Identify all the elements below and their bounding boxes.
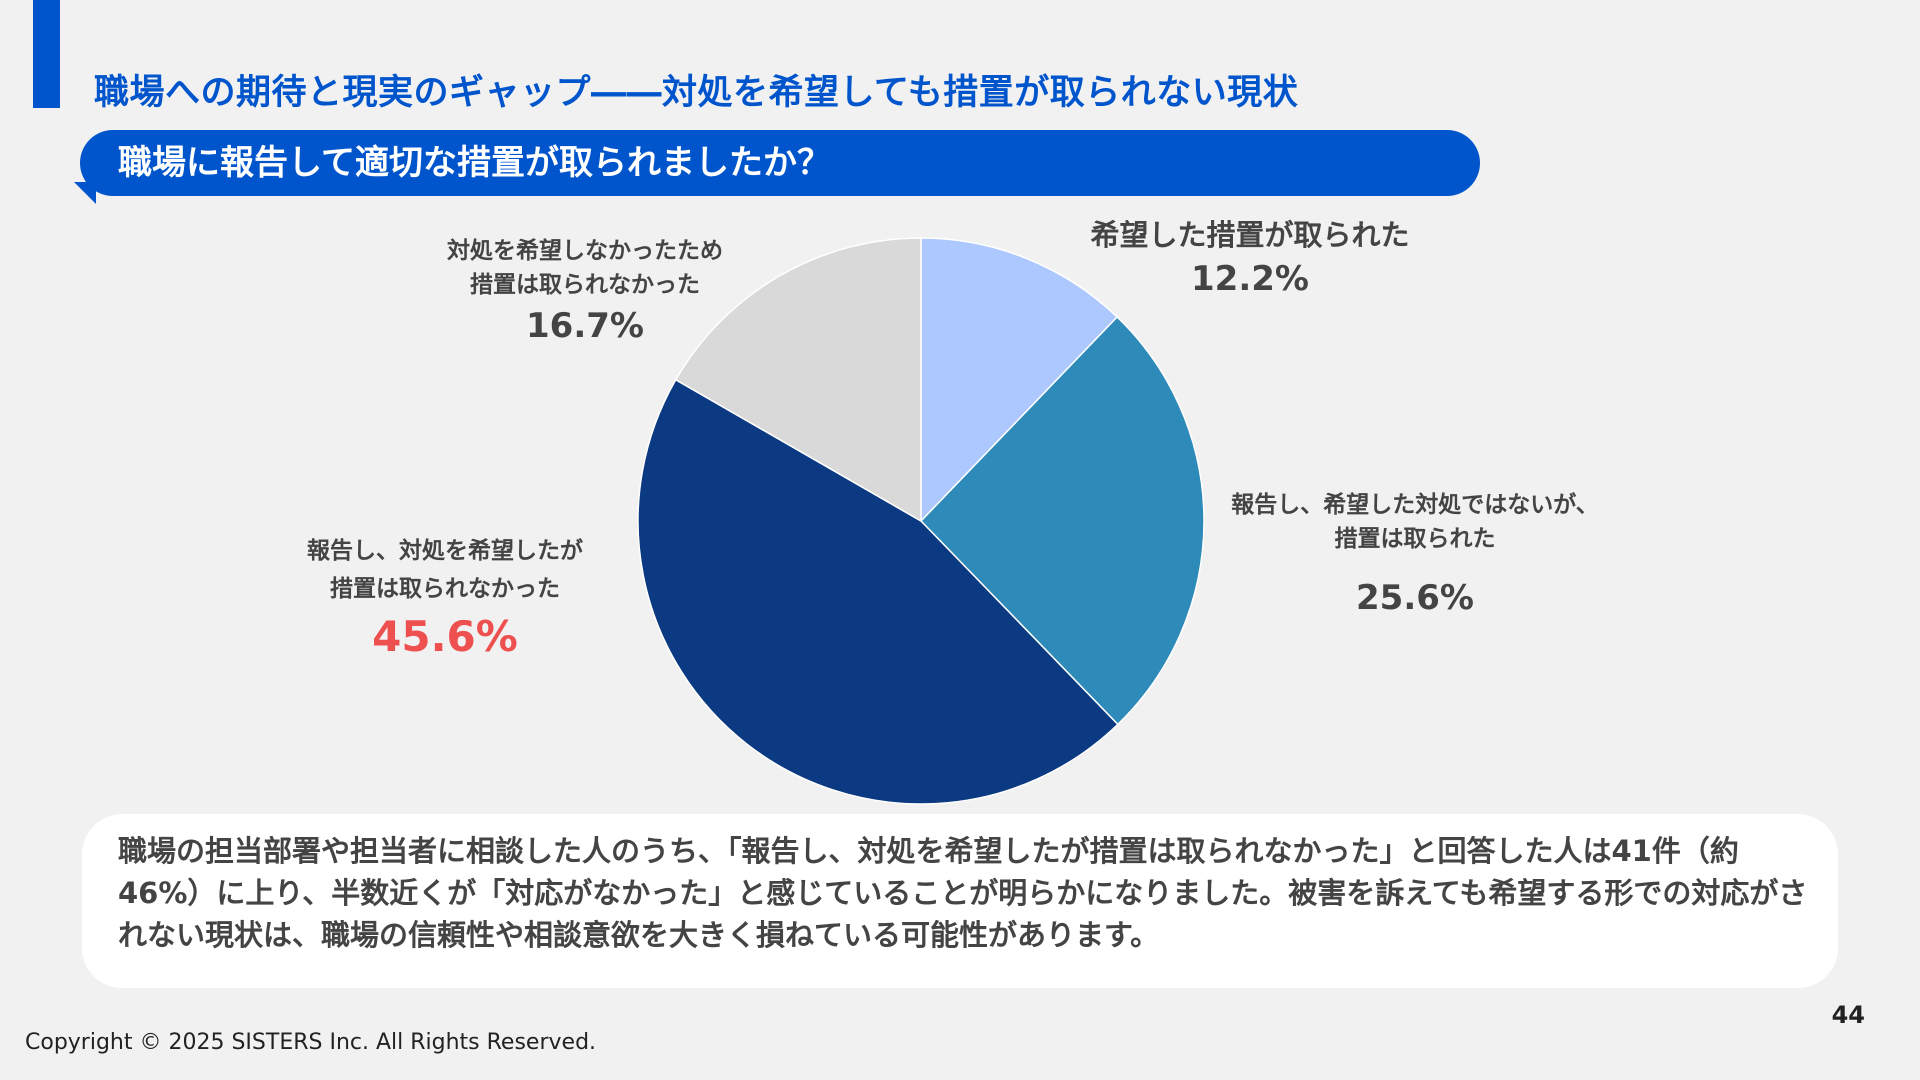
slide-title: 職場への期待と現実のギャップ――対処を希望しても措置が取られない現状 (94, 73, 1299, 113)
slice-percent: 12.2% (1191, 259, 1309, 299)
slice-name-line: 報告し、希望した対処ではないが、 (1231, 492, 1599, 518)
slice-name-line: 措置は取られなかった (470, 272, 700, 298)
pie-slice-other-measure (919, 315, 1205, 726)
slice-name-line: 対処を希望しなかったため (447, 238, 723, 264)
slice-name-line: 措置は取られなかった (330, 576, 560, 602)
page-number: 44 (1831, 1001, 1865, 1029)
slice-percent: 16.7% (526, 306, 644, 346)
summary-box: 職場の担当部署や担当者に相談した人のうち、「報告し、対処を希望したが措置は取られ… (82, 814, 1838, 988)
slice-name-line: 報告し、対処を希望したが (307, 538, 583, 564)
question-banner: 職場に報告して適切な措置が取られましたか？ (74, 130, 1480, 204)
title-accent-bar (33, 0, 60, 108)
slice-label-other-measure: 報告し、希望した対処ではないが、 措置は取られた 25.6% (1205, 488, 1625, 622)
pie-slice-no-measure (637, 378, 1119, 805)
slice-name-line: 希望した措置が取られた (1090, 218, 1410, 252)
slice-percent: 25.6% (1356, 578, 1474, 618)
slice-name-line: 措置は取られた (1334, 526, 1496, 552)
pie-slice-not-requested (674, 237, 922, 523)
slice-label-not-requested: 対処を希望しなかったため 措置は取られなかった 16.7% (390, 234, 780, 350)
copyright-text: Copyright © 2025 SISTERS Inc. All Rights… (25, 1030, 597, 1055)
slice-percent-highlight: 45.6% (372, 612, 518, 661)
pie-slice-measure-taken (920, 237, 1119, 523)
slice-label-no-measure: 報告し、対処を希望したが 措置は取られなかった 45.6% (245, 532, 645, 666)
slice-label-measure-taken: 希望した措置が取られた 12.2% (1040, 215, 1460, 303)
question-text: 職場に報告して適切な措置が取られましたか？ (118, 143, 831, 183)
summary-text: 職場の担当部署や担当者に相談した人のうち、「報告し、対処を希望したが措置は取られ… (118, 834, 1808, 952)
